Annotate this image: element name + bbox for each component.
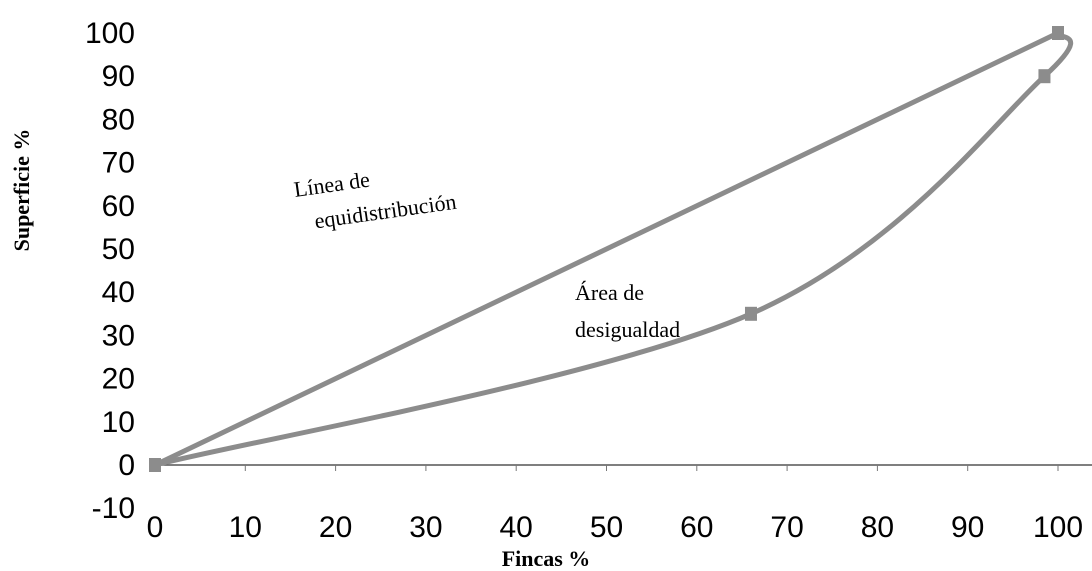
y-tick-label: 20 bbox=[102, 363, 135, 396]
inequality-annotation-line-2: desigualdad bbox=[575, 317, 680, 342]
x-tick-label: 40 bbox=[500, 511, 533, 544]
y-tick-label: 100 bbox=[85, 17, 135, 50]
x-axis-title: Fincas % bbox=[502, 546, 591, 571]
y-axis-title: Superficie % bbox=[9, 129, 34, 252]
lorenz-curve-point bbox=[149, 458, 161, 472]
series-layer bbox=[149, 26, 1074, 472]
x-tick-label: 90 bbox=[951, 511, 984, 544]
y-tick-label: 40 bbox=[102, 276, 135, 309]
y-tick-label: 10 bbox=[102, 406, 135, 439]
y-tick-label: 70 bbox=[102, 147, 135, 180]
x-tick-label: 50 bbox=[590, 511, 623, 544]
lorenz-curve-point bbox=[1038, 69, 1051, 84]
y-tick-label: 90 bbox=[102, 60, 135, 93]
x-tick-label: 20 bbox=[319, 511, 352, 544]
y-tick-label: 0 bbox=[118, 449, 135, 482]
equidistribution-line bbox=[152, 30, 1061, 468]
y-tick-label: -10 bbox=[92, 492, 135, 525]
y-tick-label: 30 bbox=[102, 319, 135, 352]
equidistribution-annotation: Línea de equidistribución bbox=[292, 155, 458, 236]
x-tick-label: 100 bbox=[1033, 511, 1083, 544]
x-axis bbox=[154, 464, 1092, 471]
lorenz-curve-point bbox=[1052, 26, 1064, 40]
x-tick-label: 80 bbox=[861, 511, 894, 544]
x-tick-label: 10 bbox=[229, 511, 262, 544]
x-tick-label: 60 bbox=[680, 511, 713, 544]
y-tick-label: 80 bbox=[102, 103, 135, 136]
lorenz-curve-line bbox=[152, 30, 1074, 468]
inequality-annotation: Área de desigualdad bbox=[575, 280, 680, 342]
inequality-annotation-line-1: Área de bbox=[575, 280, 644, 305]
y-tick-label: 50 bbox=[102, 233, 135, 266]
x-tick-label: 30 bbox=[409, 511, 442, 544]
x-tick-label: 70 bbox=[770, 511, 803, 544]
lorenz-curve-point bbox=[744, 306, 757, 321]
x-axis-tick-labels: 0 10 20 30 40 50 60 70 80 90 100 bbox=[147, 511, 1083, 544]
equidistribution-annotation-line-1: Línea de bbox=[292, 167, 371, 202]
y-tick-label: 60 bbox=[102, 190, 135, 223]
x-tick-label: 0 bbox=[147, 511, 164, 544]
